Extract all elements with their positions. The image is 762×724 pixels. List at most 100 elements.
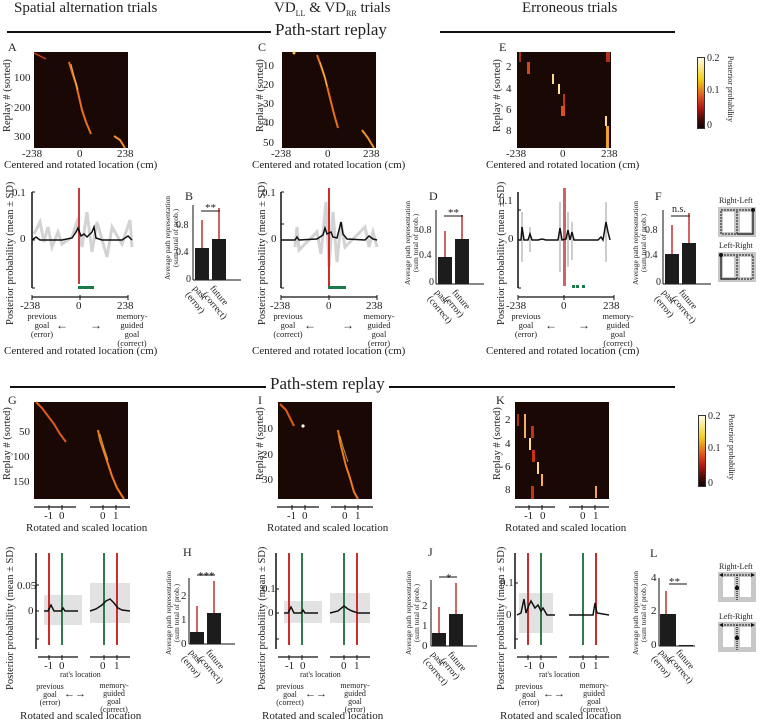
a-xtick-0: 0 <box>77 148 83 160</box>
kline-arrows-icon: ←→ <box>543 688 565 700</box>
k-ytick-2: 2 <box>505 414 511 426</box>
cline-xaxis <box>280 295 378 300</box>
d-significance: ** <box>448 207 459 219</box>
cline-left-goal: previous goal (correct) <box>266 312 310 339</box>
panel-label-l: L <box>650 546 658 560</box>
heatmap-k-trace <box>517 414 597 499</box>
iline-ylabel: Posterior probability (mean ± SD) <box>257 546 268 690</box>
l-cat-future: future (correct) <box>665 648 696 686</box>
e-xtick-0: 0 <box>560 148 566 160</box>
heatmap-i <box>278 402 372 500</box>
b-cat-future: future (correct) <box>199 284 230 322</box>
g-ytick-150: 150 <box>13 476 30 488</box>
e-ytick-6: 6 <box>506 104 512 116</box>
heatmap-i-trace <box>279 403 359 500</box>
colorbar-top-tick-02: 0.2 <box>707 53 720 64</box>
cline-left-arrow-icon: ← <box>304 318 316 332</box>
h-ytick-0: 0 <box>181 638 187 650</box>
heatmap-g <box>34 401 128 500</box>
gline-xtick-neg1: -1 <box>44 660 54 672</box>
colorbar-bottom-label: Posterior probability <box>727 414 736 480</box>
l-ytick-0: 0 <box>651 639 657 651</box>
aline-ylabel: Posterior probability (mean ± SD) <box>5 181 16 325</box>
aline-xtick-min: -238 <box>20 300 41 312</box>
goal-text: previous <box>27 311 57 321</box>
goal-text: guided <box>103 689 125 698</box>
column-title-spatial-alternation: Spatial alternation trials <box>14 0 158 16</box>
a-xlabel: Centered and rotated location (cm) <box>4 159 158 171</box>
iline-right-goal: memory-guided goal (error) <box>333 682 377 714</box>
i-xtick-neg1: -1 <box>287 510 297 522</box>
iline-arrows-icon: ←→ <box>305 688 327 700</box>
g-xtick-0b: 0 <box>100 510 106 522</box>
colorbar-top-tick-0: 0 <box>707 120 712 131</box>
c-ytick-40: 40 <box>263 117 274 129</box>
section-rule-top-right <box>440 31 675 33</box>
goal-text: memory- <box>340 681 370 690</box>
k-ytick-4: 4 <box>505 438 511 450</box>
goal-text: (error) <box>518 698 540 707</box>
heatmap-g-trace <box>35 401 125 500</box>
c-ytick-20: 20 <box>263 79 274 91</box>
c-ytick-30: 30 <box>263 98 274 110</box>
gline-xtick-1: 1 <box>114 660 120 672</box>
d-ytick-04: 0.4 <box>419 250 432 261</box>
heatmap-e-trace <box>519 52 610 148</box>
panel-g-ylabel: Replay # (sorted) <box>2 407 13 480</box>
k-xlabel: Rotated and scaled location <box>505 522 627 534</box>
aline-ytick-0: 0 <box>20 233 26 245</box>
goal-text: (error) <box>514 329 538 339</box>
colorbar-bottom-tick-02: 0.2 <box>708 411 721 422</box>
line-plot-c <box>280 188 379 289</box>
b-ytick-0: 0 <box>186 274 191 285</box>
ylabel-line: (sum total of prob.) <box>411 213 420 273</box>
kline-right-goal: memory-guided goal (correct) <box>572 682 616 714</box>
aline-xlabel: Centered and rotated location (cm) <box>4 345 158 357</box>
vd-text-mid: & VD <box>305 0 347 16</box>
panel-k-ylabel: Replay # (sorted) <box>492 407 503 480</box>
i-ytick-10: 10 <box>262 423 273 435</box>
column-title-vd-trials: VDLL & VDRR trials <box>274 0 390 18</box>
j-ytick-2: 2 <box>422 600 428 612</box>
kline-xtick-neg1: -1 <box>524 660 534 672</box>
vd-text-tail: trials <box>356 0 391 16</box>
d-ylabel: Average path representation (sum total of… <box>403 201 420 285</box>
goal-text: previous <box>276 682 304 691</box>
f-ytick-0: 0 <box>656 277 661 288</box>
panel-label-b: B <box>185 189 194 203</box>
cline-xtick-min: -238 <box>270 300 291 312</box>
j-ylabel: Average path representation (sum total of… <box>404 571 421 655</box>
g-xaxis <box>34 505 130 510</box>
eline-xtick-0: 0 <box>561 300 567 312</box>
colorbar-top-label: Posterior probability <box>726 56 735 122</box>
goal-text: goal <box>348 697 362 706</box>
panel-label-e: E <box>499 40 507 54</box>
colorbar-bottom <box>698 415 706 487</box>
line-plot-e <box>517 188 611 289</box>
i-ytick-20: 20 <box>262 449 273 461</box>
aline-left-arrow-icon: ← <box>56 318 68 332</box>
gline-xlabel: Rotated and scaled location <box>20 710 142 722</box>
k-xtick-neg1: -1 <box>524 510 534 522</box>
aline-left-goal: previous goal (error) <box>20 312 64 339</box>
iline-rat-location: rat's location <box>300 670 341 679</box>
gline-ylabel: Posterior probability (mean ± SD) <box>5 546 16 690</box>
vd-sub-ll: LL <box>295 9 306 18</box>
maze-bottom-left-right-label: Left-Right <box>719 612 753 621</box>
kline-xtick-1: 1 <box>593 660 599 672</box>
d-ytick-08: 0.8 <box>419 225 432 236</box>
a-xtick-max: 238 <box>117 148 134 160</box>
d-ytick-0: 0 <box>429 277 434 288</box>
k-xaxis <box>515 505 609 510</box>
cline-ylabel: Posterior probability (mean ± SD) <box>257 181 268 325</box>
k-xtick-1: 1 <box>593 510 599 522</box>
k-xtick-0a: 0 <box>540 510 546 522</box>
bar-chart-b <box>192 205 241 281</box>
heatmap-c-trace <box>292 51 375 149</box>
goal-text: goal <box>518 320 534 330</box>
goal-text: guided <box>344 689 366 698</box>
goal-text: goal <box>107 697 121 706</box>
eline-xtick-max: 238 <box>603 300 620 312</box>
goal-text: (error) <box>344 705 366 714</box>
goal-text: previous <box>511 311 541 321</box>
